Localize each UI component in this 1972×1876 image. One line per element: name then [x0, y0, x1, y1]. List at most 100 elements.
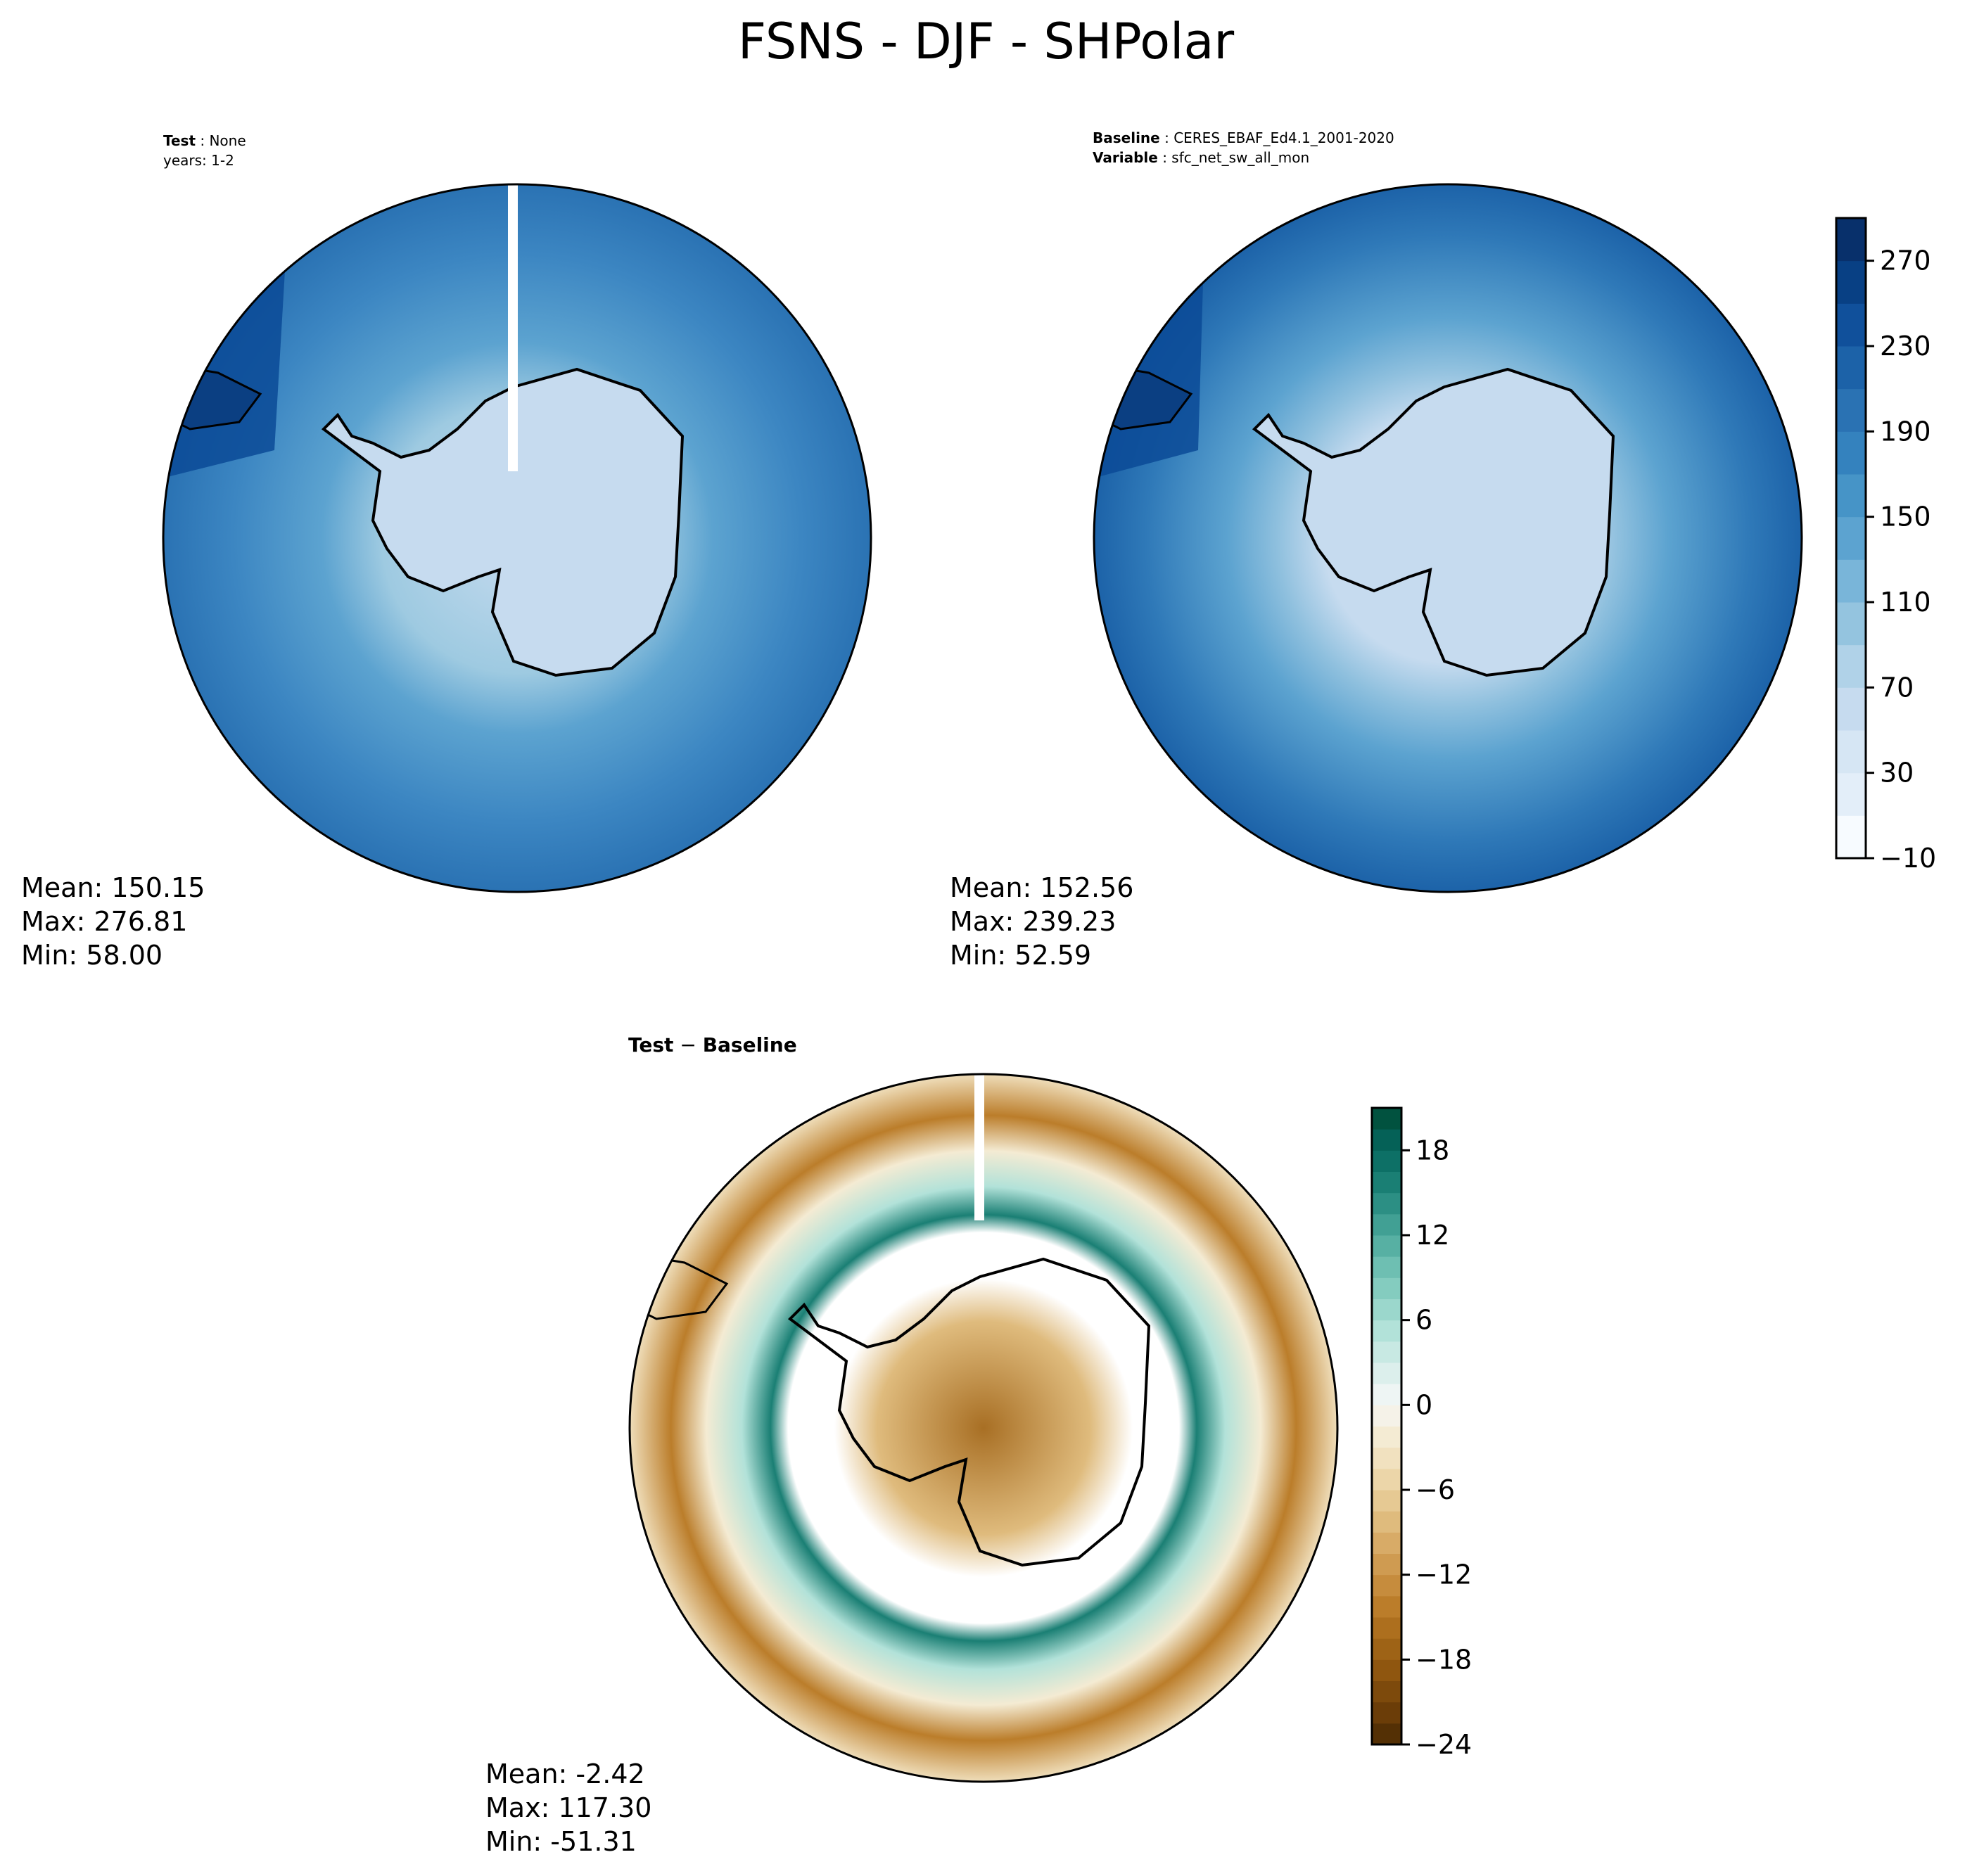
difference-colorbar-level-9	[1372, 1532, 1401, 1554]
top-colorbar-level-7	[1836, 516, 1866, 560]
top-colorbar-level-9	[1836, 431, 1866, 475]
difference-colorbar-level-19	[1372, 1320, 1401, 1342]
top-colorbar-level-6	[1836, 559, 1866, 603]
diff-coastline	[787, 1257, 1151, 1567]
top-colorbar: −10 30 70 110 150 190 230 270	[1835, 217, 1936, 874]
top-colorbar-tick-label: 70	[1880, 672, 1914, 703]
baseline-meta: Baseline : CERES_EBAF_Ed4.1_2001-2020 Va…	[1093, 128, 1394, 167]
diff-label: Test − Baseline	[628, 1033, 797, 1057]
top-colorbar-level-8	[1836, 474, 1866, 518]
test-map	[162, 183, 872, 893]
test-meta-line-2: years: 1-2	[163, 152, 234, 169]
test-mean: Mean: 150.15	[21, 872, 205, 903]
test-dark-band	[163, 211, 288, 478]
test-meta-sep: :	[196, 132, 210, 149]
difference-colorbar-level-20	[1372, 1298, 1401, 1321]
baseline-min: Min: 52.59	[950, 940, 1092, 971]
top-colorbar-tick-label: 270	[1880, 245, 1931, 276]
diff-min: Min: -51.31	[485, 1826, 637, 1857]
test-land-fill	[324, 369, 682, 675]
difference-colorbar-level-7	[1372, 1574, 1401, 1597]
top-colorbar-level-13	[1836, 260, 1866, 304]
baseline-meta-sep: :	[1159, 129, 1174, 146]
baseline-meta-line-1: Baseline : CERES_EBAF_Ed4.1_2001-2020	[1093, 128, 1394, 148]
difference-colorbar-tick-label: −6	[1416, 1474, 1455, 1505]
difference-colorbar-level-6	[1372, 1595, 1401, 1618]
difference-colorbar-level-29	[1372, 1108, 1401, 1130]
difference-colorbar-level-8	[1372, 1553, 1401, 1576]
difference-colorbar: −24 −18 −12 −6 0 6 12 18	[1370, 1106, 1472, 1760]
baseline-meta-line-2: Variable : sfc_net_sw_all_mon	[1093, 148, 1394, 167]
baseline-meta-value: CERES_EBAF_Ed4.1_2001-2020	[1173, 129, 1394, 146]
top-colorbar-tick-label: 110	[1880, 587, 1931, 618]
difference-colorbar-level-13	[1372, 1447, 1401, 1469]
variable-meta-key: Variable	[1093, 149, 1158, 166]
top-colorbar-tick-label: 230	[1880, 331, 1931, 362]
difference-colorbar-level-10	[1372, 1511, 1401, 1533]
baseline-meta-key: Baseline	[1093, 129, 1160, 146]
difference-colorbar-level-21	[1372, 1277, 1401, 1299]
baseline-stats: Mean: 152.56 Max: 239.23 Min: 52.59	[950, 871, 1133, 972]
test-min: Min: 58.00	[21, 940, 163, 971]
test-missing-strip	[508, 184, 518, 471]
difference-colorbar-tick-label: 6	[1416, 1305, 1432, 1336]
test-meta: Test : None years: 1-2	[163, 131, 246, 170]
difference-colorbar-level-2	[1372, 1680, 1401, 1703]
difference-colorbar-level-14	[1372, 1426, 1401, 1448]
diff-missing-strip	[974, 1074, 984, 1220]
top-colorbar-level-4	[1836, 644, 1866, 688]
difference-colorbar-level-28	[1372, 1129, 1401, 1151]
difference-colorbar-level-0	[1372, 1723, 1401, 1745]
difference-colorbar-level-23	[1372, 1235, 1401, 1257]
top-colorbar-level-12	[1836, 303, 1866, 347]
top-colorbar-level-10	[1836, 388, 1866, 432]
top-colorbar-ticks: −10 30 70 110 150 190 230 270	[1866, 245, 1936, 874]
difference-colorbar-frame	[1370, 1106, 1403, 1746]
variable-meta-value: sfc_net_sw_all_mon	[1171, 149, 1310, 166]
baseline-max: Max: 239.23	[950, 906, 1117, 937]
top-colorbar-tick-label: 190	[1880, 416, 1931, 447]
difference-colorbar-level-16	[1372, 1384, 1401, 1405]
diff-label-sep: −	[673, 1033, 703, 1057]
difference-colorbar-level-26	[1372, 1171, 1401, 1194]
difference-colorbar-tick-label: 18	[1416, 1135, 1449, 1166]
difference-colorbar-level-15	[1372, 1405, 1401, 1427]
top-colorbar-level-5	[1836, 602, 1866, 646]
baseline-mean: Mean: 152.56	[950, 872, 1134, 903]
top-colorbar-level-3	[1836, 687, 1866, 731]
difference-colorbar-level-11	[1372, 1490, 1401, 1512]
difference-colorbar-tick-label: −24	[1416, 1729, 1472, 1760]
difference-colorbar-levels	[1372, 1108, 1401, 1745]
difference-colorbar-tick-label: −18	[1416, 1644, 1472, 1675]
top-colorbar-tick-label: 150	[1880, 502, 1931, 532]
diff-mean: Mean: -2.42	[485, 1759, 645, 1789]
difference-map	[628, 1073, 1339, 1783]
difference-colorbar-level-27	[1372, 1150, 1401, 1172]
difference-colorbar-level-17	[1372, 1363, 1401, 1384]
baseline-land-fill	[1254, 369, 1613, 675]
difference-colorbar-ticks: −24 −18 −12 −6 0 6 12 18	[1401, 1135, 1472, 1760]
difference-colorbar-level-24	[1372, 1213, 1401, 1236]
variable-meta-sep: :	[1157, 149, 1172, 166]
test-meta-key: Test	[163, 132, 196, 149]
difference-colorbar-tick-label: 12	[1416, 1220, 1449, 1251]
difference-colorbar-level-12	[1372, 1468, 1401, 1491]
top-colorbar-level-14	[1836, 218, 1866, 262]
diff-label-b: Baseline	[702, 1033, 797, 1057]
top-colorbar-level-1	[1836, 772, 1866, 816]
top-colorbar-level-11	[1836, 346, 1866, 390]
test-stats: Mean: 150.15 Max: 276.81 Min: 58.00	[21, 871, 205, 972]
difference-colorbar-level-1	[1372, 1702, 1401, 1724]
figure-title: FSNS - DJF - SHPolar	[737, 13, 1235, 70]
test-meta-value: None	[209, 132, 246, 149]
diff-label-a: Test	[628, 1033, 674, 1057]
top-colorbar-tick-label: −10	[1880, 843, 1936, 874]
difference-colorbar-tick-label: −12	[1416, 1559, 1472, 1590]
top-colorbar-tick-label: 30	[1880, 758, 1914, 789]
difference-colorbar-level-25	[1372, 1192, 1401, 1215]
difference-colorbar-level-5	[1372, 1617, 1401, 1639]
test-coastline	[321, 367, 685, 677]
difference-colorbar-level-18	[1372, 1341, 1401, 1363]
test-meta-line-1: Test : None	[163, 131, 246, 151]
test-max: Max: 276.81	[21, 906, 188, 937]
